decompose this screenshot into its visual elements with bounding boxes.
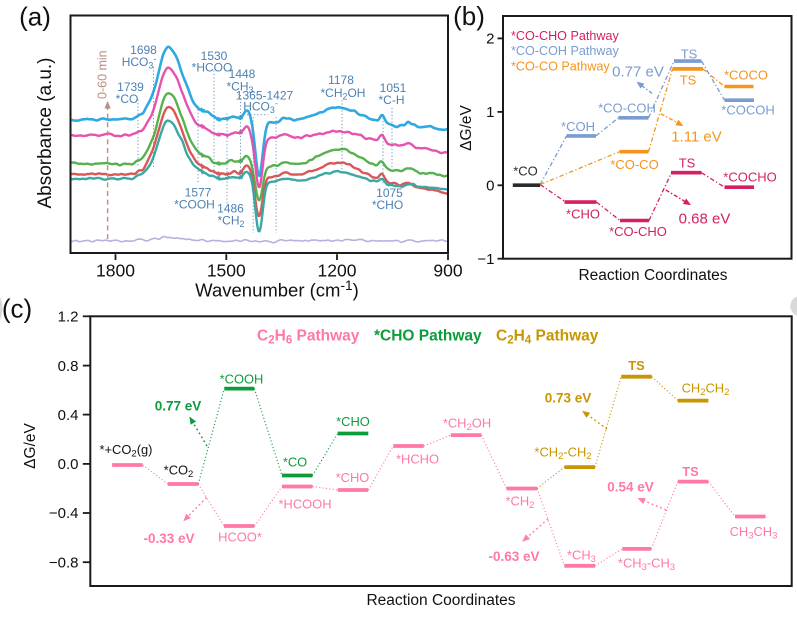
svg-text:1051: 1051: [380, 81, 407, 95]
svg-text:Absorbance (a.u.): Absorbance (a.u.): [35, 57, 56, 208]
svg-text:*CO: *CO: [283, 455, 307, 470]
svg-text:TS: TS: [680, 73, 697, 88]
svg-text:1739: 1739: [117, 80, 144, 94]
svg-text:*COOH: *COOH: [174, 198, 215, 212]
svg-text:-0.33 eV: -0.33 eV: [143, 531, 194, 546]
svg-text:ΔG/eV: ΔG/eV: [458, 105, 475, 151]
svg-text:0-60 min: 0-60 min: [96, 50, 110, 99]
svg-text:*CO2: *CO2: [164, 463, 194, 481]
svg-text:0.68 eV: 0.68 eV: [679, 211, 731, 228]
svg-text:900: 900: [433, 261, 462, 281]
svg-text:1200: 1200: [318, 261, 357, 281]
svg-text:1500: 1500: [207, 261, 246, 281]
svg-text:*CH3: *CH3: [567, 548, 596, 566]
svg-text:*CH2-CH2: *CH2-CH2: [534, 445, 591, 463]
svg-text:*CO: *CO: [116, 92, 139, 106]
svg-text:−0.8: −0.8: [49, 554, 79, 571]
svg-text:*CO: *CO: [513, 164, 538, 179]
svg-text:−0.4: −0.4: [49, 505, 79, 522]
svg-text:1530: 1530: [201, 49, 228, 63]
svg-text:1800: 1800: [96, 261, 135, 281]
svg-text:1448: 1448: [229, 67, 256, 81]
svg-text:(b): (b): [453, 1, 485, 31]
svg-text:0.4: 0.4: [58, 407, 79, 424]
svg-text:*HCOOH: *HCOOH: [279, 497, 332, 512]
svg-text:C2H6 Pathway: C2H6 Pathway: [257, 327, 360, 346]
svg-text:0.77 eV: 0.77 eV: [155, 399, 202, 414]
svg-text:TS: TS: [681, 47, 698, 62]
svg-text:0: 0: [486, 178, 494, 195]
svg-text:1365-1427: 1365-1427: [236, 89, 294, 103]
svg-text:*CHO Pathway: *CHO Pathway: [374, 327, 482, 344]
svg-text:TS: TS: [628, 358, 645, 373]
svg-text:*COOH: *COOH: [220, 372, 264, 387]
svg-text:1075: 1075: [376, 186, 403, 200]
svg-text:TS: TS: [682, 464, 699, 479]
svg-text:Reaction Coordinates: Reaction Coordinates: [366, 592, 515, 609]
svg-text:2: 2: [486, 31, 494, 48]
svg-text:*COCHO: *COCHO: [723, 170, 776, 185]
svg-text:CH3CH3: CH3CH3: [730, 524, 778, 542]
svg-text:(a): (a): [19, 2, 51, 32]
svg-text:0.54 eV: 0.54 eV: [607, 480, 654, 495]
svg-text:*COCO: *COCO: [724, 68, 768, 83]
svg-text:0.77 eV: 0.77 eV: [612, 64, 664, 81]
svg-text:1486: 1486: [217, 202, 244, 216]
svg-text:HCOO*: HCOO*: [218, 530, 262, 545]
svg-text:−1: −1: [477, 251, 494, 268]
svg-text:0.73 eV: 0.73 eV: [545, 391, 592, 406]
svg-text:HCO3-: HCO3-: [243, 98, 278, 115]
svg-text:*CHO: *CHO: [372, 198, 403, 212]
svg-text:1.11 eV: 1.11 eV: [671, 129, 722, 146]
svg-text:*CH2OH: *CH2OH: [443, 416, 491, 434]
svg-text:1577: 1577: [185, 186, 212, 200]
svg-text:0.8: 0.8: [58, 358, 79, 375]
svg-text:*CHO: *CHO: [336, 414, 370, 429]
svg-text:CH2CH2: CH2CH2: [682, 381, 730, 399]
svg-text:*CH2OH: *CH2OH: [321, 86, 366, 101]
svg-text:Reaction Coordinates: Reaction Coordinates: [578, 267, 727, 284]
svg-text:*CO-CO: *CO-CO: [610, 157, 658, 172]
svg-text:*+CO2(g): *+CO2(g): [100, 442, 153, 460]
svg-text:1178: 1178: [328, 73, 354, 87]
svg-text:-0.63 eV: -0.63 eV: [488, 549, 539, 564]
svg-text:1: 1: [486, 104, 494, 121]
svg-text:C2H4 Pathway: C2H4 Pathway: [496, 327, 599, 346]
svg-text:TS: TS: [679, 156, 696, 171]
svg-text:*CO-CHO: *CO-CHO: [609, 224, 667, 239]
svg-text:0.0: 0.0: [58, 456, 79, 473]
svg-text:*COCOH: *COCOH: [721, 103, 774, 118]
svg-text:HCO3-: HCO3-: [122, 54, 157, 71]
svg-text:*CHO: *CHO: [336, 470, 370, 485]
svg-text:*HCHO: *HCHO: [396, 452, 439, 467]
svg-text:1698: 1698: [130, 43, 157, 57]
svg-text:*CO-COH Pathway: *CO-COH Pathway: [511, 44, 619, 58]
svg-text:*CH2: *CH2: [506, 494, 535, 512]
svg-text:*CO-CHO Pathway: *CO-CHO Pathway: [511, 29, 619, 43]
svg-text:*C-H: *C-H: [379, 93, 405, 107]
svg-text:*CH2: *CH2: [218, 214, 245, 229]
svg-text:Wavenumber (cm-1): Wavenumber (cm-1): [195, 278, 359, 300]
svg-text:(c): (c): [2, 294, 32, 324]
svg-text:ΔG/eV: ΔG/eV: [22, 423, 39, 469]
svg-text:*COH: *COH: [561, 119, 595, 134]
svg-text:*CHO: *CHO: [566, 207, 600, 222]
svg-text:*CH3: *CH3: [227, 80, 254, 95]
svg-text:1.2: 1.2: [58, 309, 79, 326]
svg-text:*HCOO: *HCOO: [192, 61, 233, 75]
svg-text:*CH3-CH3: *CH3-CH3: [618, 556, 675, 574]
svg-text:*CO-COH: *CO-COH: [598, 101, 656, 116]
svg-text:*CO-CO Pathway: *CO-CO Pathway: [511, 59, 610, 73]
